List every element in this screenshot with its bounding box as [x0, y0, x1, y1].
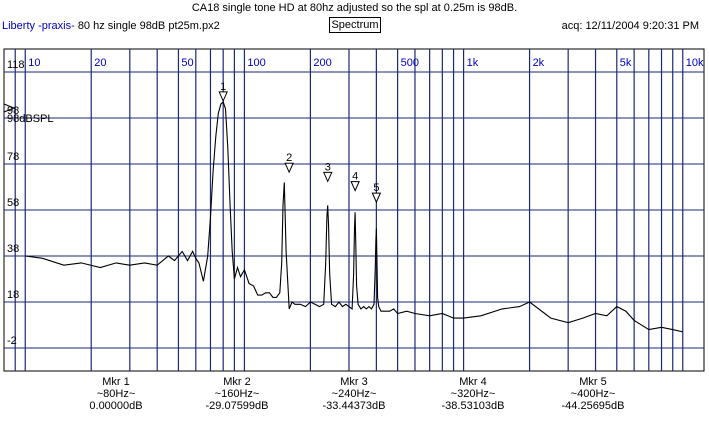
y-tick-label: -2: [7, 335, 17, 347]
y-tick-label: 118: [7, 59, 25, 71]
marker-level: -33.44373dB: [322, 400, 386, 412]
spectrum-chart: 10 20 50 100 200 500 1k 2k 5k 10k 118 98 78 58 38 18 -2 9…: [3, 48, 705, 372]
program-name: Liberty -praxis-: [2, 20, 75, 32]
y-tick-label: 58: [7, 197, 19, 209]
reference-level-label: 98dBSPL: [7, 113, 53, 125]
marker-readout-1: Mkr 1 ~80Hz~ 0.00000dB: [61, 376, 171, 412]
harmonic-marker: [284, 162, 294, 174]
marker-level: 0.00000dB: [89, 400, 143, 412]
marker-freq: ~320Hz~: [450, 388, 496, 400]
marker-freq: ~160Hz~: [214, 388, 260, 400]
x-tick-label: 50: [181, 57, 193, 69]
y-tick-label: 38: [7, 243, 19, 255]
marker-name: Mkr 1: [102, 376, 130, 388]
marker-level: -29.07599dB: [205, 400, 269, 412]
marker-name: Mkr 2: [223, 376, 251, 388]
y-tick-label: 98: [7, 105, 19, 117]
x-tick-label: 1k: [467, 57, 479, 69]
x-tick-label: 10: [28, 57, 40, 69]
x-tick-label: 2k: [533, 57, 545, 69]
marker-readout-2: Mkr 2 ~160Hz~ -29.07599dB: [182, 376, 292, 412]
harmonic-marker: [371, 192, 382, 204]
marker-name: Mkr 4: [459, 376, 487, 388]
x-tick-label: 5k: [620, 57, 632, 69]
marker-readout-4: Mkr 4 ~320Hz~ -38.53103dB: [418, 376, 528, 412]
acquisition-time: acq: 12/11/2004 9:20:31 PM: [561, 20, 699, 32]
x-tick-label: 20: [94, 57, 106, 69]
x-tick-label: 100: [247, 57, 265, 69]
marker-level: -38.53103dB: [441, 400, 505, 412]
marker-freq: ~80Hz~: [96, 388, 136, 400]
marker-readout-5: Mkr 5 ~400Hz~ -44.25695dB: [538, 376, 648, 412]
x-tick-label: 10k: [686, 57, 704, 69]
x-tick-label: 500: [401, 57, 419, 69]
harmonic-marker-label: 5: [373, 182, 379, 194]
spectrum-trace: [25, 100, 683, 333]
file-info: Liberty -praxis- 80 hz single 98dB pt25m…: [2, 20, 220, 32]
harmonic-marker: [322, 171, 333, 183]
harmonic-marker-label: 1: [220, 81, 226, 93]
file-name: 80 hz single 98dB pt25m.px2: [77, 20, 220, 32]
marker-freq: ~400Hz~: [570, 388, 616, 400]
harmonic-marker-label: 3: [325, 161, 331, 173]
harmonic-marker-label: 4: [352, 171, 358, 183]
harmonic-marker-label: 2: [286, 152, 292, 164]
marker-readout-3: Mkr 3 ~240Hz~ -33.44373dB: [299, 376, 409, 412]
chart-title: CA18 single tone HD at 80hz adjusted so …: [191, 2, 518, 14]
y-tick-label: 18: [7, 289, 19, 301]
y-tick-label: 78: [7, 151, 19, 163]
harmonic-marker: [218, 91, 228, 103]
x-tick-label: 200: [313, 57, 331, 69]
marker-level: -44.25695dB: [561, 400, 625, 412]
marker-freq: ~240Hz~: [331, 388, 377, 400]
marker-name: Mkr 5: [579, 376, 607, 388]
spectrum-mode-button[interactable]: Spectrum: [329, 17, 381, 33]
reference-level-flag: [3, 103, 16, 113]
harmonic-marker: [350, 181, 360, 192]
marker-name: Mkr 3: [340, 376, 368, 388]
